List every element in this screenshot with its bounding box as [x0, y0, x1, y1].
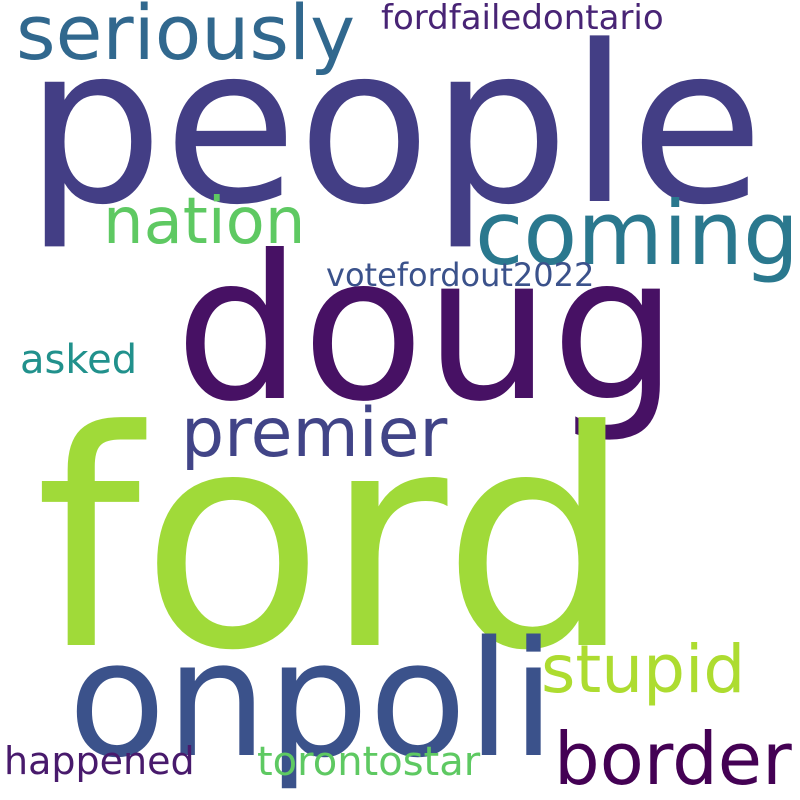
word-votefordout2022: votefordout2022 — [326, 256, 595, 294]
word-torontostar: torontostar — [257, 739, 481, 785]
word-border: border — [554, 717, 792, 800]
word-coming: coming — [475, 182, 800, 285]
word-seriously: seriously — [16, 0, 356, 77]
word-fordfailedontario: fordfailedontario — [381, 0, 664, 38]
word-premier: premier — [181, 394, 448, 473]
word-doug: doug — [175, 213, 679, 446]
word-nation: nation — [103, 185, 306, 259]
word-asked: asked — [20, 337, 138, 383]
word-people: people — [25, 0, 764, 253]
word-stupid: stupid — [541, 631, 746, 708]
word-onpoli: onpoli — [68, 606, 556, 793]
word-ford: ford — [35, 367, 633, 716]
word-happened: happened — [4, 739, 195, 783]
